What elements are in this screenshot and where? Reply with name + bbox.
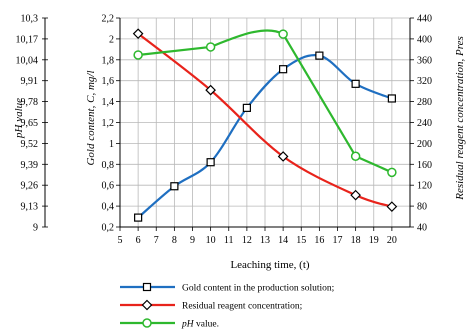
- data-point: [134, 213, 143, 222]
- left-axis-tick-label: 9,39: [21, 160, 39, 171]
- x-axis-tick-label: 17: [333, 235, 343, 246]
- data-point: [277, 151, 289, 162]
- legend: Gold content in the production solution;…: [120, 282, 334, 329]
- data-point: [205, 84, 216, 96]
- right-axis-tick-label: 120: [417, 181, 432, 192]
- x-axis-tick-label: 7: [154, 235, 159, 246]
- data-point: [242, 103, 251, 112]
- data-point: [386, 201, 398, 212]
- x-axis-tick-label: 13: [260, 235, 270, 246]
- data-point: [387, 94, 396, 103]
- right-axis-tick-label: 40: [417, 223, 427, 234]
- left-axis-tick-label: 9,13: [21, 202, 39, 213]
- x-axis-tick-label: 5: [118, 235, 123, 246]
- x-axis-tick-label: 12: [242, 235, 252, 246]
- data-point: [133, 50, 143, 60]
- legend-label: pH value.: [181, 320, 219, 329]
- legend-marker: [142, 282, 152, 292]
- x-axis-tick-label: 10: [206, 235, 216, 246]
- inner-axis-tick-label: 0,4: [102, 202, 115, 213]
- data-point: [278, 29, 288, 39]
- x-axis-title: Leaching time, (t): [230, 259, 309, 271]
- left-axis-tick-label: 9,26: [21, 181, 39, 192]
- right-axis-tick-label: 360: [417, 55, 432, 66]
- right-axis-tick-label: 200: [417, 139, 432, 150]
- data-point: [279, 65, 288, 74]
- data-point: [350, 151, 361, 162]
- inner-axis-tick-label: 1,4: [102, 97, 115, 108]
- x-axis-tick-label: 8: [172, 235, 177, 246]
- x-axis-tick-label: 6: [136, 235, 141, 246]
- x-axis-tick-label: 9: [190, 235, 195, 246]
- inner-axis-tick-label: 0,8: [102, 160, 115, 171]
- legend-marker: [141, 299, 153, 311]
- inner-axis-tick-label: 0,2: [102, 223, 115, 234]
- inner-axis-tick-label: 2: [109, 34, 114, 45]
- series-layer: [132, 28, 398, 222]
- right-axis-tick-label: 160: [417, 160, 432, 171]
- inner-axis-tick-label: 0,6: [102, 181, 115, 192]
- x-axis-tick-label: 19: [369, 235, 379, 246]
- inner-axis-tick-label: 1,8: [102, 55, 115, 66]
- right-axis-title: Residual reagent concentration, Pres: [454, 36, 466, 201]
- right-axis-tick-label: 440: [417, 14, 432, 25]
- left-axis-tick-label: 9,91: [21, 76, 39, 87]
- left-axis-tick-label: 10,17: [16, 34, 39, 45]
- data-point: [315, 51, 324, 60]
- inner-axis-title: Gold content, C, mg/l: [85, 70, 97, 165]
- x-axis-tick-label: 15: [296, 235, 306, 246]
- data-point: [206, 158, 215, 167]
- legend-marker: [142, 318, 152, 328]
- left-axis-tick-label: 9,52: [21, 139, 39, 150]
- inner-axis-tick-label: 2,2: [102, 14, 115, 25]
- legend-label: Gold content in the production solution;: [182, 284, 334, 294]
- x-axis-tick-label: 14: [278, 235, 288, 246]
- data-point: [132, 28, 144, 40]
- x-axis-tick-label: 20: [387, 235, 397, 246]
- series-0: [134, 51, 396, 222]
- inner-axis-tick-label: 1: [109, 139, 114, 150]
- data-point: [205, 42, 216, 52]
- left-axis-tick-label: 10,04: [16, 55, 39, 66]
- left-axis-title: pH value: [13, 98, 25, 139]
- data-point: [351, 79, 360, 88]
- data-point: [170, 182, 179, 191]
- left-axis-tick-label: 10,3: [21, 14, 39, 25]
- right-axis-tick-label: 80: [417, 202, 427, 213]
- right-axis-tick-label: 400: [417, 34, 432, 45]
- data-point: [350, 189, 361, 201]
- series-2: [133, 29, 397, 178]
- x-axis-tick-label: 16: [314, 235, 324, 246]
- x-axis-tick-label: 18: [351, 235, 361, 246]
- series-1: [132, 28, 398, 212]
- right-axis-tick-label: 280: [417, 97, 432, 108]
- axes: [42, 17, 414, 231]
- left-axis-tick-label: 9,65: [21, 118, 39, 129]
- left-axis-tick-label: 9: [33, 223, 38, 234]
- inner-axis-tick-label: 1,6: [102, 76, 115, 87]
- right-axis-tick-label: 320: [417, 76, 432, 87]
- inner-axis-tick-label: 1,2: [102, 118, 115, 129]
- x-axis-tick-label: 11: [224, 235, 234, 246]
- data-point: [387, 167, 397, 178]
- right-axis-tick-label: 240: [417, 118, 432, 129]
- legend-label: Residual reagent concentration;: [182, 302, 302, 312]
- left-axis-tick-label: 9,78: [21, 97, 39, 108]
